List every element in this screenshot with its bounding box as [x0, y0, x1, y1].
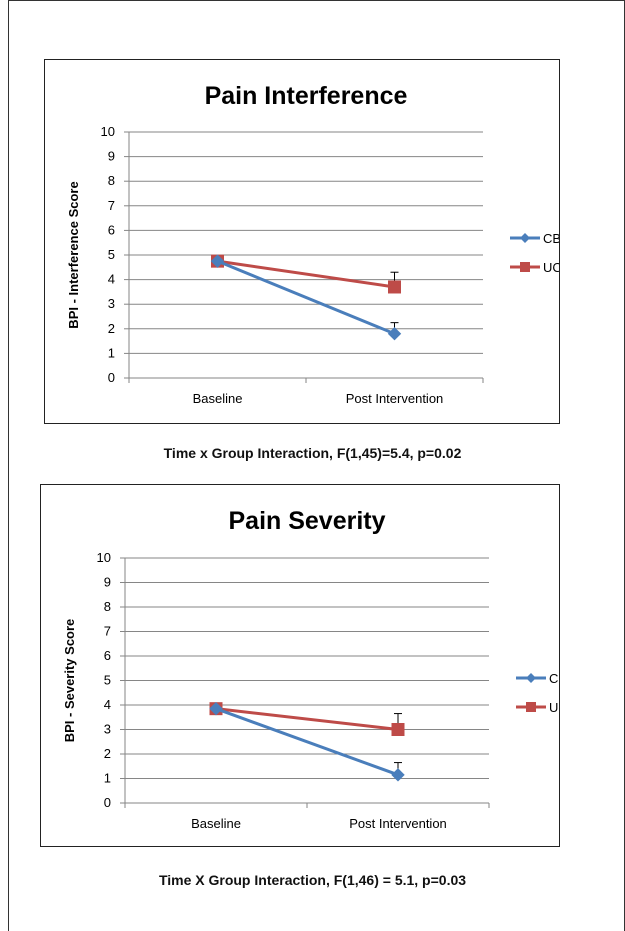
- y-tick-label: 1: [104, 771, 111, 786]
- x-tick-label-baseline: Baseline: [191, 816, 241, 831]
- y-tick-label: 3: [108, 296, 115, 311]
- chart-title: Pain Severity: [228, 507, 385, 535]
- point-uc-1: [391, 723, 405, 736]
- point-cbt-0: [210, 254, 225, 268]
- y-tick-label: 8: [104, 599, 111, 614]
- legend-label-cbt: CBT: [543, 231, 559, 246]
- y-tick-label: 0: [108, 370, 115, 385]
- series-line-uc: [215, 707, 399, 731]
- caption-stat: F(1,45)=5.4, p=0.02: [332, 445, 462, 461]
- pain-interference-caption: Time x Group Interaction, F(1,45)=5.4, p…: [0, 445, 625, 461]
- y-tick-label: 5: [104, 673, 111, 688]
- point-cbt-1: [391, 768, 405, 782]
- caption-stat: F(1,46) = 5.1, p=0.03: [329, 872, 467, 888]
- y-tick-label: 7: [104, 624, 111, 639]
- y-tick-label: 9: [104, 575, 111, 590]
- caption-label: Time x Group Interaction,: [163, 445, 333, 461]
- y-tick-label: 3: [104, 722, 111, 737]
- series-line-uc: [217, 259, 395, 289]
- legend-marker-cbt: [520, 233, 530, 243]
- y-tick-label: 4: [104, 697, 111, 712]
- y-tick-label: 8: [108, 173, 115, 188]
- point-cbt-0: [209, 701, 223, 716]
- y-tick-label: 0: [104, 795, 111, 810]
- legend-marker-cbt: [526, 673, 536, 683]
- y-tick-label: 7: [108, 198, 115, 213]
- caption-label: Time X Group Interaction,: [158, 872, 330, 888]
- pain-severity-caption: Time X Group Interaction, F(1,46) = 5.1,…: [0, 872, 625, 888]
- y-tick-label: 6: [108, 222, 115, 237]
- legend-marker-uc: [526, 702, 536, 712]
- x-tick-label-post-intervention: Post Intervention: [346, 391, 444, 406]
- y-tick-label: 10: [97, 550, 111, 565]
- y-tick-label: 9: [108, 149, 115, 164]
- point-uc-1: [388, 280, 401, 294]
- legend-label-uc: UC: [543, 260, 559, 275]
- legend-marker-uc: [520, 262, 530, 272]
- series-line-cbt: [215, 707, 399, 777]
- y-tick-label: 2: [108, 321, 115, 336]
- y-tick-label: 6: [104, 648, 111, 663]
- y-axis-label: BPI - Severity Score: [62, 619, 77, 743]
- pain-severity-plot: Pain Severity 0 1 2 3 4 5 6 7 8 9 10 Baseline Post In…: [62, 507, 559, 831]
- y-tick-label: 1: [108, 345, 115, 360]
- chart-title: Pain Interference: [205, 82, 408, 110]
- legend-label-cbt: CBT: [549, 671, 559, 686]
- y-tick-label: 2: [104, 746, 111, 761]
- pain-severity-chart: Pain Severity 0 1 2 3 4 5 6 7 8 9 10 Baseline Post In…: [40, 484, 560, 847]
- y-tick-label: 4: [108, 272, 115, 287]
- x-tick-label-baseline: Baseline: [193, 391, 243, 406]
- series-line-cbt: [216, 259, 396, 336]
- pain-interference-chart: Pain Interference 0 1 2 3 4 5 6 7 8 9 10 Baseline Pos…: [44, 59, 560, 424]
- y-tick-label: 10: [101, 124, 115, 139]
- x-tick-label-post-intervention: Post Intervention: [349, 816, 447, 831]
- point-cbt-1: [387, 327, 402, 341]
- pain-interference-plot: Pain Interference 0 1 2 3 4 5 6 7 8 9 10 Baseline Pos…: [66, 82, 559, 406]
- y-axis-label: BPI - Interference Score: [66, 181, 81, 328]
- y-tick-label: 5: [108, 247, 115, 262]
- legend-label-uc: UC: [549, 700, 559, 715]
